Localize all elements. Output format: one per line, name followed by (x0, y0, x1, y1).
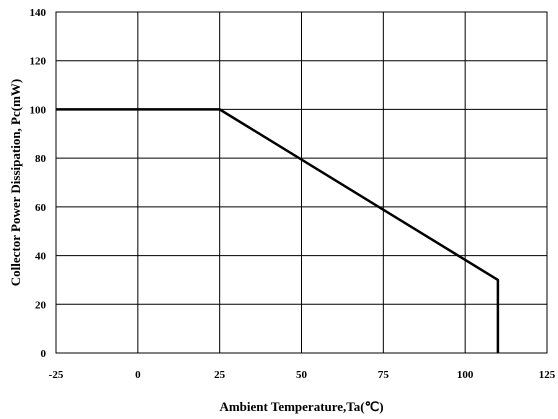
x-axis-title: Ambient Temperature,Ta(℃) (219, 399, 383, 414)
y-axis-title: Collector Power Dissipation, Pc(mW) (8, 79, 23, 286)
x-tick-label: 100 (457, 369, 474, 381)
series-group (56, 108, 500, 353)
x-tick-label: 0 (135, 369, 141, 381)
x-tick-label: 75 (378, 369, 390, 381)
grid (56, 12, 547, 353)
x-tick-label: 25 (214, 369, 226, 381)
x-tick-labels: -25 0 25 50 75 100 125 (49, 369, 556, 381)
y-tick-labels: 0 20 40 60 80 100 120 140 (30, 7, 47, 360)
y-tick-label: 60 (35, 202, 47, 214)
y-tick-label: 40 (35, 251, 47, 263)
x-tick-label: -25 (49, 369, 64, 381)
x-tick-label: 50 (296, 369, 308, 381)
y-tick-label: 140 (30, 7, 47, 19)
x-tick-label: 125 (539, 369, 556, 381)
y-tick-label: 100 (30, 104, 47, 116)
y-tick-label: 0 (41, 348, 47, 360)
derating-curve (56, 108, 500, 353)
y-tick-label: 80 (35, 153, 47, 165)
y-tick-label: 120 (30, 56, 47, 68)
plot-frame (55, 11, 548, 354)
y-tick-label: 20 (35, 299, 47, 311)
